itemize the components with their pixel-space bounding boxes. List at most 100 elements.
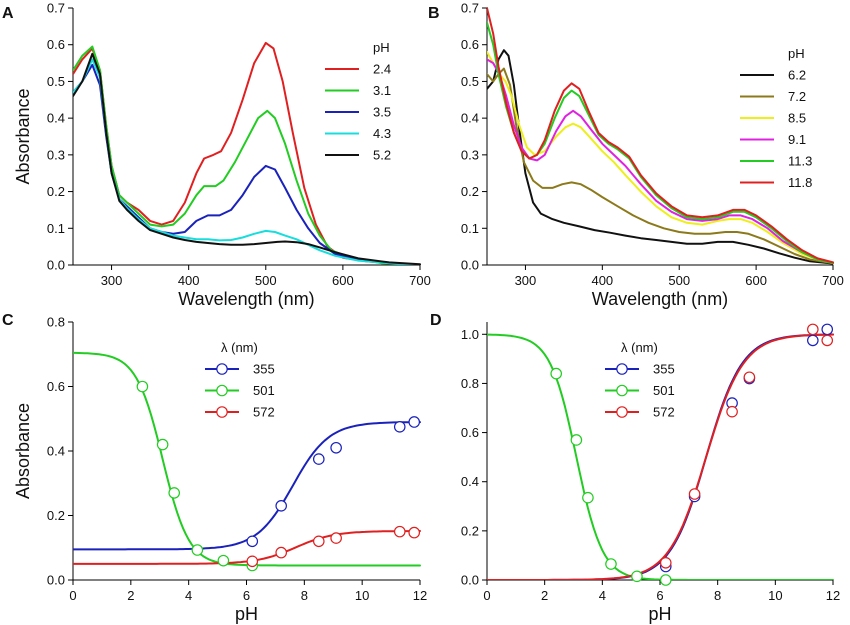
x-tick-label: 6 bbox=[656, 588, 663, 603]
y-tick-label: 0.0 bbox=[47, 573, 65, 588]
y-tick-label: 0.0 bbox=[461, 258, 479, 273]
data-point-501 bbox=[550, 367, 562, 380]
series-line-572 bbox=[487, 333, 834, 580]
legend-marker-572 bbox=[616, 406, 628, 418]
legend-label-355: 355 bbox=[653, 362, 675, 377]
x-tick-label: 600 bbox=[332, 273, 354, 288]
legend-label-5.2: 5.2 bbox=[373, 148, 391, 163]
panel-a: A 0.0 0.1 0.2 0.3 0.4 0.5 0.6 0.7 300 400 500 600 700… bbox=[2, 1, 431, 310]
y-tick-label: 0.2 bbox=[47, 184, 65, 199]
series-line-355 bbox=[73, 421, 421, 551]
data-point-501 bbox=[570, 434, 583, 446]
y-tick-label: 0.3 bbox=[47, 147, 65, 162]
y-tick-label: 0.6 bbox=[461, 37, 479, 52]
y-tick-label: 0.2 bbox=[461, 523, 479, 538]
legend-label-3.5: 3.5 bbox=[373, 105, 391, 120]
legend-label-572: 572 bbox=[253, 405, 275, 420]
data-point-572 bbox=[688, 488, 701, 500]
data-point-501 bbox=[217, 554, 230, 567]
legend-label-9.1: 9.1 bbox=[788, 132, 806, 147]
legend-label-11.3: 11.3 bbox=[788, 154, 812, 169]
y-tick-label: 0.1 bbox=[47, 221, 65, 236]
panel-letter: D bbox=[430, 312, 442, 329]
series-line-5.2 bbox=[73, 52, 421, 265]
data-point-355 bbox=[312, 453, 325, 465]
data-point-501 bbox=[168, 487, 181, 499]
data-point-572 bbox=[275, 546, 287, 559]
series-line-3.5 bbox=[73, 63, 421, 265]
x-tick-label: 8 bbox=[714, 588, 721, 603]
x-axis-label: pH bbox=[235, 604, 258, 624]
x-tick-label: 500 bbox=[255, 273, 277, 288]
panel-letter: B bbox=[428, 5, 440, 22]
x-tick-label: 6 bbox=[243, 588, 250, 603]
x-tick-label: 700 bbox=[409, 273, 431, 288]
series-line-3.1 bbox=[73, 45, 421, 265]
legend-label-2.4: 2.4 bbox=[373, 62, 391, 77]
y-tick-label: 0.7 bbox=[461, 1, 479, 16]
legend: pH 6.2 7.2 8.5 9.1 11.3 11.8 bbox=[740, 46, 812, 190]
data-point-501 bbox=[156, 438, 169, 451]
axes-frame bbox=[72, 8, 420, 266]
legend-label-6.2: 6.2 bbox=[788, 68, 806, 83]
y-tick-label: 0.3 bbox=[461, 147, 479, 162]
legend-marker-355 bbox=[216, 363, 228, 375]
data-point-572 bbox=[246, 555, 259, 568]
series-line-9.1 bbox=[487, 58, 834, 265]
series-line-572 bbox=[73, 530, 421, 565]
x-axis-label: Wavelength (nm) bbox=[178, 289, 314, 309]
data-point-355 bbox=[408, 416, 421, 428]
x-tick-label: 400 bbox=[591, 273, 613, 288]
data-point-572 bbox=[726, 405, 738, 418]
x-tick-label: 10 bbox=[355, 588, 369, 603]
panel-d: D 0.0 0.2 0.4 0.6 0.8 1.0 0 2 4 6 8 10 12 pH λ (nm) 355 5… bbox=[430, 312, 840, 624]
legend-title: pH bbox=[788, 46, 805, 61]
legend-title: λ (nm) bbox=[621, 340, 658, 355]
x-tick-label: 8 bbox=[301, 588, 308, 603]
y-tick-label: 1.0 bbox=[461, 327, 479, 342]
series-line-7.2 bbox=[487, 67, 834, 265]
legend-label-501: 501 bbox=[653, 383, 675, 398]
series-line-501 bbox=[73, 351, 421, 567]
legend: λ (nm) 355 501 572 bbox=[605, 340, 675, 420]
panel-letter: C bbox=[2, 312, 14, 329]
x-tick-label: 2 bbox=[541, 588, 548, 603]
x-tick-label: 12 bbox=[413, 588, 427, 603]
plot-area bbox=[487, 7, 834, 265]
data-point-572 bbox=[393, 525, 406, 538]
data-point-355 bbox=[393, 421, 406, 433]
series-line-8.5 bbox=[487, 51, 834, 265]
x-tick-label: 300 bbox=[515, 273, 537, 288]
plot-area bbox=[73, 41, 421, 265]
y-tick-label: 0.7 bbox=[47, 1, 65, 16]
x-tick-label: 2 bbox=[127, 588, 134, 603]
y-tick-label: 0.4 bbox=[47, 444, 65, 459]
x-tick-label: 4 bbox=[185, 588, 192, 603]
data-point-572 bbox=[408, 526, 421, 539]
data-point-501 bbox=[605, 558, 617, 570]
y-tick-label: 0.4 bbox=[461, 474, 479, 489]
data-point-355 bbox=[275, 500, 287, 512]
data-point-355 bbox=[807, 334, 819, 347]
plot-area bbox=[73, 351, 421, 567]
legend-marker-572 bbox=[216, 406, 228, 418]
data-point-355 bbox=[821, 323, 834, 336]
legend-label-7.2: 7.2 bbox=[788, 89, 806, 104]
series-line-11.8 bbox=[487, 7, 834, 264]
y-tick-label: 0.6 bbox=[461, 425, 479, 440]
data-point-501 bbox=[191, 544, 204, 556]
data-point-355 bbox=[246, 535, 259, 548]
x-axis-label: pH bbox=[648, 604, 671, 624]
x-tick-label: 12 bbox=[826, 588, 840, 603]
x-tick-label: 500 bbox=[668, 273, 690, 288]
legend-label-572: 572 bbox=[653, 405, 675, 420]
y-tick-label: 0.6 bbox=[47, 37, 65, 52]
data-point-501 bbox=[631, 570, 643, 583]
legend-label-4.3: 4.3 bbox=[373, 126, 391, 141]
data-point-572 bbox=[312, 535, 325, 548]
series-line-6.2 bbox=[487, 49, 834, 265]
data-point-501 bbox=[659, 574, 672, 586]
panel-letter: A bbox=[2, 5, 14, 22]
y-axis-label: Absorbance bbox=[13, 88, 33, 184]
